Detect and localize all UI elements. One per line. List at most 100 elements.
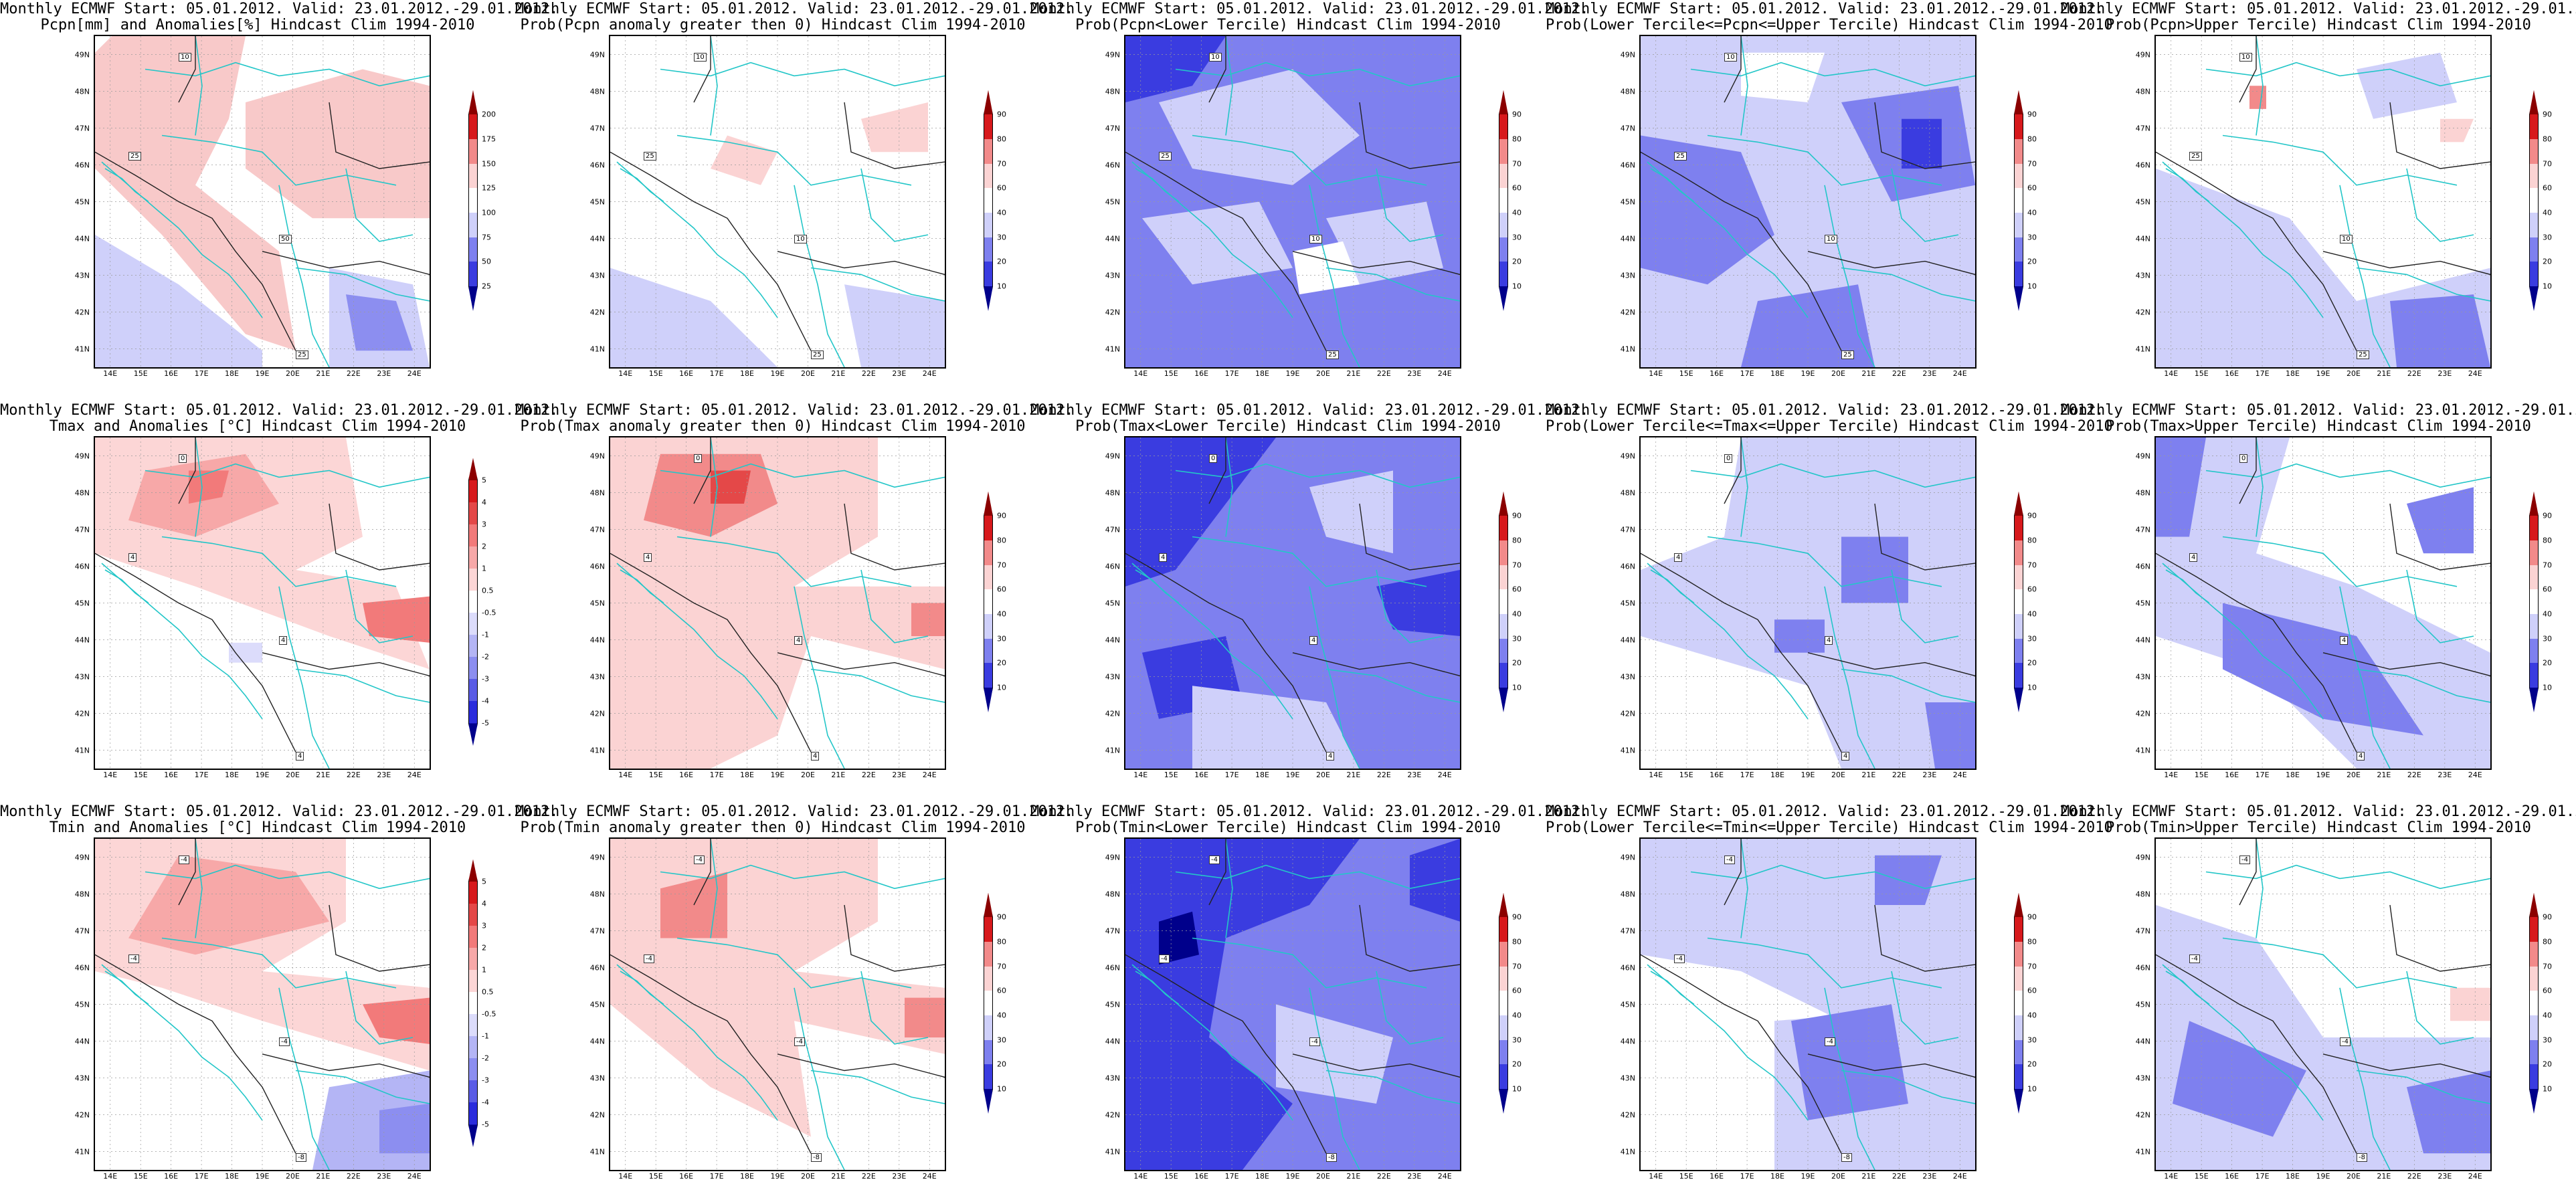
coastline-border (710, 839, 718, 938)
shaded-field-region (2407, 487, 2474, 554)
coastline-border (660, 62, 945, 87)
colorbar-swatch (984, 589, 993, 615)
map-svg (2156, 839, 2490, 1170)
coastline-border (2339, 185, 2391, 367)
colorbar-swatch (1499, 663, 1508, 688)
colorbar-swatch (1499, 638, 1508, 664)
colorbar-tick-label: 70 (2027, 561, 2037, 569)
colorbar-tick-label: 60 (1512, 585, 1522, 594)
contour-label: -4 (1209, 855, 1220, 864)
longitude-tick-label: 17E (709, 1172, 724, 1181)
longitude-tick-label: 14E (2164, 1172, 2179, 1181)
longitude-tick-label: 14E (2164, 369, 2179, 378)
longitude-tick-label: 18E (1255, 771, 1270, 779)
latitude-tick-label: 43N (2135, 271, 2150, 280)
latitude-tick-label: 43N (589, 271, 605, 280)
colorbar-swatch (1499, 491, 1508, 516)
latitude-tick-label: 49N (589, 50, 605, 59)
colorbar-swatch (1499, 1064, 1508, 1090)
colorbar-tick-label: 90 (1512, 912, 1522, 922)
colorbar-swatch (468, 1014, 478, 1037)
longitude-tick-label: 18E (225, 1172, 240, 1181)
colorbar-swatch (468, 262, 478, 287)
colorbar-swatch (468, 881, 478, 904)
colorbar-swatch (2529, 1015, 2539, 1040)
colorbar-swatch (2014, 638, 2023, 664)
longitude-tick-label: 15E (1164, 771, 1178, 779)
colorbar-tick-label: 90 (2027, 110, 2037, 119)
longitude-tick-label: 19E (255, 369, 270, 378)
coastline-border (2339, 586, 2391, 769)
longitude-tick-label: 19E (2316, 1172, 2330, 1181)
longitude-tick-label: 24E (1437, 369, 1452, 378)
panel-title-line2: Prob(Lower Tercile<=Tmin<=Upper Tercile)… (1546, 819, 2113, 836)
coastline-border (195, 839, 203, 938)
colorbar-swatch (2529, 917, 2539, 942)
coastline-border (860, 971, 929, 1045)
colorbar-tick-label: 30 (2543, 1035, 2552, 1044)
shaded-field-region (1376, 570, 1460, 636)
colorbar-tick-label: 80 (2027, 937, 2037, 946)
colorbar-tick-label: 20 (2543, 257, 2552, 266)
latitude-tick-label: 46N (74, 161, 90, 169)
colorbar-swatch (984, 90, 993, 115)
latitude-tick-label: 46N (1105, 562, 1120, 571)
latitude-tick-label: 43N (1620, 1074, 1635, 1082)
colorbar-tick-label: 30 (2543, 634, 2552, 643)
latitude-tick-label: 43N (589, 672, 605, 681)
colorbar-swatch (2529, 1039, 2539, 1065)
contour-label: -4 (2340, 1037, 2351, 1046)
longitude-tick-label: 17E (194, 1172, 209, 1181)
colorbar-swatch (1499, 589, 1508, 615)
colorbar-swatch (1499, 613, 1508, 639)
shaded-field-region (1125, 437, 1276, 587)
colorbar-tick-label: -1 (482, 1031, 489, 1041)
colorbar-swatch (1499, 917, 1508, 942)
contour-label: 25 (1159, 152, 1172, 161)
colorbar-swatch (2529, 114, 2539, 140)
colorbar-tick-label: 200 (482, 110, 496, 119)
longitude-tick-label: 15E (2194, 771, 2209, 779)
latitude-tick-label: 46N (2135, 161, 2150, 169)
map-panel: Monthly ECMWF Start: 05.01.2012. Valid: … (515, 0, 1073, 401)
longitude-tick-label: 14E (1133, 1172, 1148, 1181)
colorbar-swatch (1499, 991, 1508, 1016)
colorbar-swatch (468, 859, 478, 882)
colorbar-tick-label: 90 (997, 912, 1006, 922)
panel-title-line1: Monthly ECMWF Start: 05.01.2012. Valid: … (1546, 1, 2104, 17)
colorbar-swatch (984, 892, 993, 918)
longitude-tick-label: 23E (2437, 771, 2452, 779)
colorbar-swatch (984, 1015, 993, 1040)
colorbar-tick-label: 60 (2543, 183, 2552, 193)
colorbar-tick-label: 70 (2027, 159, 2037, 168)
colorbar-tick-label: -4 (482, 696, 489, 706)
contour-line (693, 36, 711, 103)
colorbar-tick-label: -0.5 (482, 608, 496, 617)
coastline-border (145, 864, 430, 890)
latitude-tick-label: 44N (74, 635, 90, 644)
coastline-border (860, 168, 929, 242)
colorbar-tick-label: 30 (1512, 634, 1522, 643)
colorbar-swatch (984, 917, 993, 942)
contour-line (1641, 151, 1842, 351)
map-plot-area: 10 25 50 25 (94, 35, 431, 369)
colorbar-swatch (984, 114, 993, 140)
latitude-tick-label: 43N (1620, 271, 1635, 280)
longitude-tick-label: 23E (1922, 369, 1937, 378)
colorbar-tick-label: -2 (482, 1054, 489, 1063)
coastline-border (1690, 864, 1975, 890)
map-plot-area: 0 4 4 4 (94, 436, 431, 770)
contour-line (1359, 503, 1460, 571)
shaded-field-region (2173, 1021, 2306, 1137)
coastline-border (278, 987, 330, 1170)
contour-label: 25 (2189, 152, 2202, 161)
longitude-tick-label: 15E (2194, 369, 2209, 378)
colorbar-tick-label: 70 (2543, 561, 2552, 569)
shaded-field-region (711, 135, 777, 185)
colorbar-tick-label: -5 (482, 1120, 489, 1129)
colorbar-tick-label: 10 (2027, 1084, 2037, 1094)
contour-line (95, 553, 296, 752)
longitude-tick-label: 22E (861, 1172, 876, 1181)
coastline-border (810, 1070, 945, 1104)
latitude-tick-label: 47N (589, 124, 605, 132)
